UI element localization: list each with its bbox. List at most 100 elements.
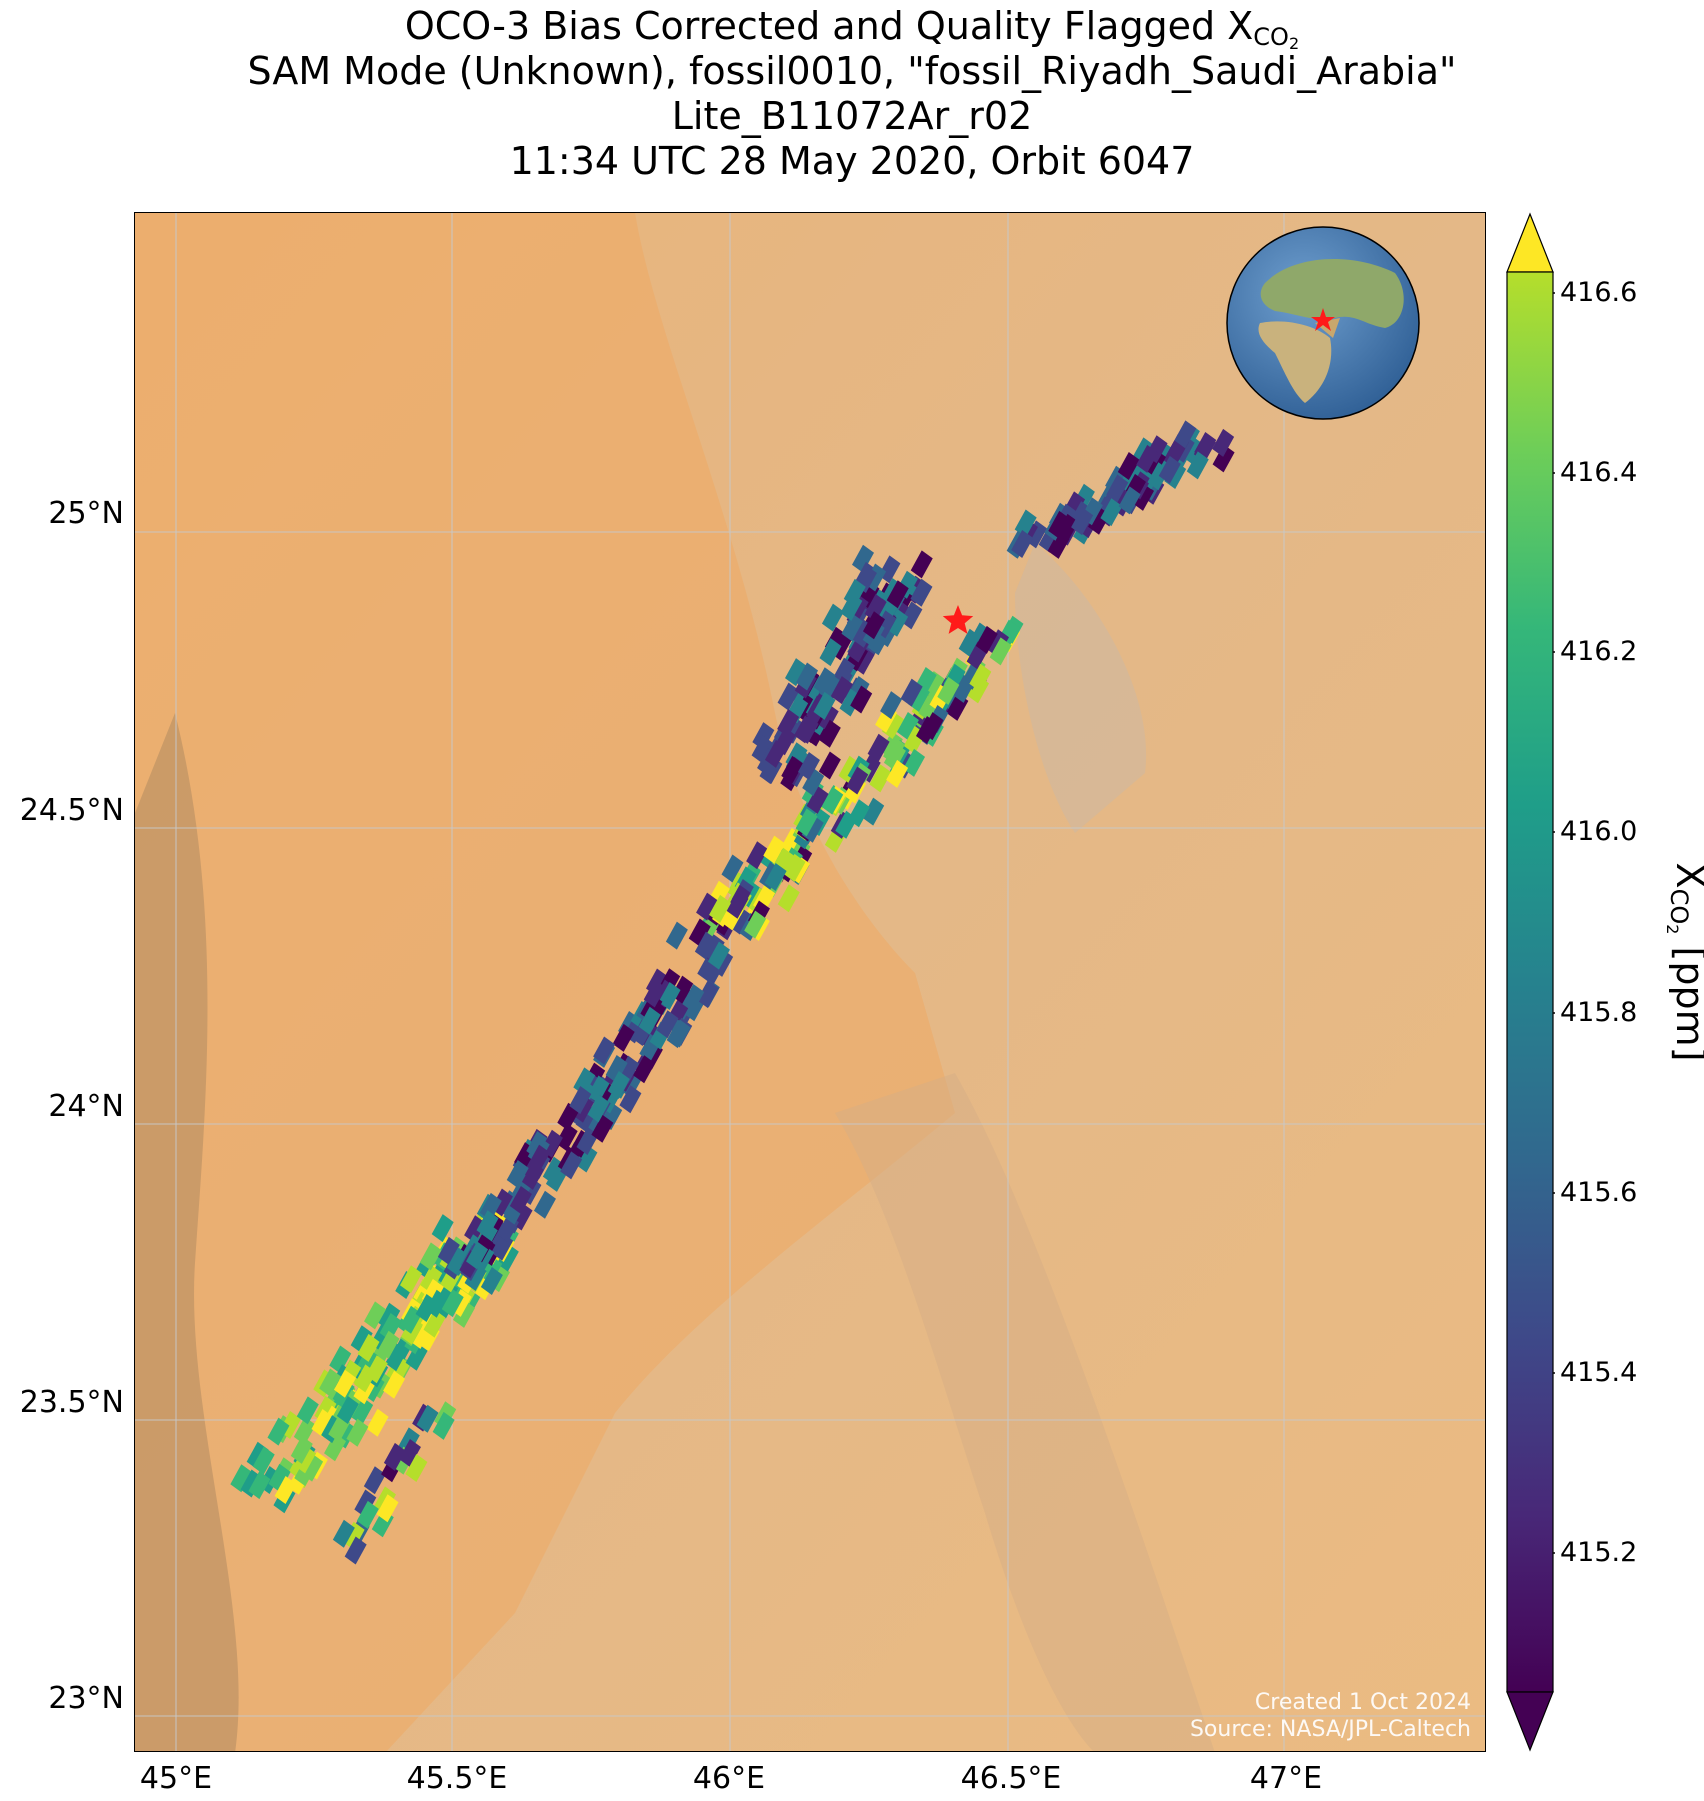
xco2-footprint: [819, 638, 842, 667]
colorbar-tick: 415.4: [1560, 1357, 1638, 1388]
xco2-footprint: [324, 1433, 347, 1462]
xco2-footprint: [476, 1210, 499, 1239]
xco2-footprint: [294, 1445, 317, 1474]
xco2-footprint: [555, 1123, 578, 1152]
xco2-footprint: [801, 814, 824, 843]
xco2-footprint: [864, 593, 887, 622]
lat-label: 24.5°N: [19, 793, 124, 828]
xco2-footprint: [383, 1442, 406, 1471]
title-line-2: SAM Mode (Unknown), fossil0010, "fossil_…: [247, 49, 1457, 93]
xco2-footprint: [363, 1466, 386, 1495]
colorbar-extend-min-icon: [1506, 1691, 1554, 1752]
xco2-footprint: [383, 1370, 406, 1399]
xco2-footprint: [464, 1215, 487, 1244]
xco2-footprint: [896, 712, 919, 741]
xco2-footprint: [795, 808, 818, 837]
xco2-footprint: [783, 853, 806, 882]
xco2-footprint: [784, 658, 807, 687]
credit-text: Created 1 Oct 2024 Source: NASA/JPL-Calt…: [1190, 1689, 1471, 1743]
xco2-footprint: [607, 1071, 630, 1100]
xco2-footprint: [1106, 474, 1129, 503]
xco2-footprint: [903, 748, 926, 777]
xco2-footprint: [841, 613, 864, 642]
xco2-footprint: [881, 711, 904, 740]
xco2-footprint: [886, 580, 909, 609]
xco2-footprint: [364, 1301, 387, 1330]
colorbar-tick: 416.2: [1560, 636, 1638, 667]
inset-globe-icon: [1226, 226, 1420, 420]
colorbar: [1506, 212, 1555, 1752]
xco2-footprint: [557, 1102, 580, 1131]
xco2-footprint: [333, 1369, 356, 1398]
colorbar-tick: 415.8: [1560, 997, 1638, 1028]
xco2-footprint: [921, 712, 944, 741]
xco2-footprint: [506, 1160, 529, 1189]
xco2-footprint: [830, 676, 853, 705]
xco2-footprint: [796, 662, 819, 691]
xco2-footprint: [910, 578, 933, 607]
xco2-footprint: [1117, 451, 1140, 480]
xco2-footprint: [344, 1536, 367, 1565]
xco2-footprint: [843, 578, 866, 607]
xco2-footprint: [479, 1192, 502, 1221]
xco2-footprint: [350, 1325, 373, 1354]
xco2-footprint: [751, 735, 774, 764]
xco2-footprint: [816, 703, 839, 732]
xco2-footprint: [709, 894, 732, 923]
xco2-footprint: [376, 1494, 399, 1523]
xco2-footprint: [886, 608, 909, 637]
xco2-footprint: [398, 1438, 421, 1467]
xco2-footprint: [878, 555, 901, 584]
xco2-footprint: [379, 1312, 402, 1341]
xco2-footprint: [726, 890, 749, 919]
xco2-footprint: [688, 918, 711, 947]
xco2-footprint: [665, 921, 688, 950]
xco2-footprint: [1186, 451, 1209, 480]
xco2-footprint: [466, 1241, 489, 1270]
xco2-footprint: [480, 1267, 503, 1296]
colorbar-extend-max-icon: [1506, 212, 1554, 273]
xco2-footprint: [880, 691, 903, 720]
xco2-footprint: [869, 764, 892, 793]
xco2-footprint: [813, 667, 836, 696]
xco2-footprint: [230, 1464, 253, 1493]
xco2-footprint: [416, 1404, 439, 1433]
xco2-footprint: [377, 1330, 400, 1359]
xco2-footprint: [425, 1289, 448, 1318]
xco2-footprint: [432, 1411, 455, 1440]
xco2-footprint: [357, 1333, 380, 1362]
xco2-footprint: [696, 980, 719, 1009]
xco2-footprint: [447, 1247, 470, 1276]
xco2-footprint: [818, 719, 841, 748]
xco2-footprint: [365, 1355, 388, 1384]
colorbar-gradient: [1506, 271, 1554, 1693]
xco2-footprint: [867, 733, 890, 762]
xco2-footprint: [850, 685, 873, 714]
xco2-footprint: [643, 979, 666, 1008]
xco2-footprint: [332, 1519, 355, 1548]
xco2-footprint: [813, 691, 836, 720]
xco2-footprint: [1212, 444, 1235, 473]
riyadh-urban-area: [1015, 543, 1147, 833]
xco2-footprint: [385, 1343, 408, 1372]
xco2-footprint: [619, 1085, 642, 1114]
xco2-footprint: [575, 1144, 598, 1173]
colorbar-tick: 416.6: [1560, 277, 1638, 308]
xco2-footprint: [1212, 428, 1235, 457]
xco2-footprint: [351, 1396, 374, 1425]
xco2-footprint: [937, 676, 960, 705]
xco2-footprint: [989, 637, 1012, 666]
xco2-footprint: [290, 1435, 313, 1464]
xco2-footprint: [847, 799, 870, 828]
xco2-footprint: [777, 708, 800, 737]
xco2-footprint: [437, 1236, 460, 1265]
xco2-footprint: [268, 1463, 291, 1492]
colorbar-tick: 415.6: [1560, 1177, 1638, 1208]
xco2-footprint: [587, 1094, 610, 1123]
lon-label: 45.5°E: [406, 1761, 508, 1796]
xco2-footprint: [883, 736, 906, 765]
target-location-star-icon: [942, 605, 974, 634]
xco2-footprint: [346, 1418, 369, 1447]
plot-title: OCO-3 Bias Corrected and Quality Flagged…: [0, 4, 1704, 184]
xco2-footprint: [612, 1023, 635, 1052]
